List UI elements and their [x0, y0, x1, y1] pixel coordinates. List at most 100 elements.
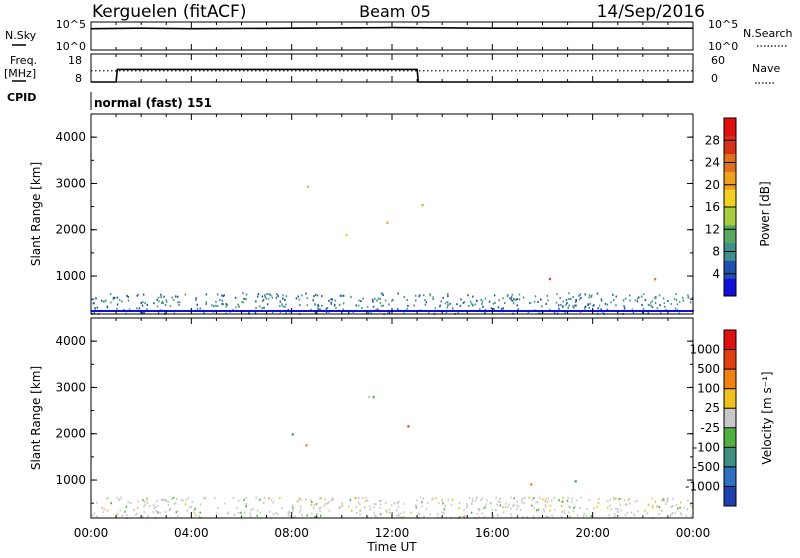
clutter-cell	[156, 500, 158, 503]
clutter-cell	[429, 294, 432, 297]
clutter-cell	[386, 511, 388, 514]
clutter-cell	[393, 502, 395, 505]
clutter-cell	[315, 513, 318, 516]
clutter-cell	[466, 505, 469, 507]
clutter-cell	[651, 497, 653, 500]
nsearch-tick-bottom: 10^0	[708, 40, 738, 53]
clutter-cell	[387, 312, 389, 315]
clutter-cell	[616, 516, 619, 519]
clutter-cell	[615, 497, 617, 500]
clutter-cell	[379, 298, 381, 300]
clutter-cell	[103, 508, 105, 511]
clutter-cell	[120, 496, 122, 499]
clutter-cell	[485, 503, 487, 506]
clutter-cell	[452, 307, 454, 309]
clutter-cell	[266, 303, 269, 306]
clutter-cell	[144, 500, 146, 503]
data-cell	[548, 277, 551, 281]
nsky-tick-top: 10^5	[56, 18, 86, 31]
clutter-cell	[142, 499, 144, 502]
clutter-cell	[193, 509, 195, 511]
clutter-cell	[585, 514, 588, 517]
clutter-cell	[298, 511, 301, 514]
clutter-cell	[431, 498, 433, 501]
clutter-cell	[563, 509, 566, 512]
clutter-cell	[157, 504, 159, 507]
colorbar-swatch	[724, 466, 736, 487]
data-cell	[306, 185, 309, 188]
clutter-cell	[379, 301, 382, 304]
colorbar-swatch	[724, 118, 736, 137]
clutter-cell	[478, 516, 480, 519]
clutter-cell	[299, 508, 302, 511]
clutter-cell	[110, 502, 112, 505]
clutter-cell	[471, 503, 473, 505]
clutter-cell	[135, 513, 137, 516]
clutter-cell	[257, 295, 259, 298]
clutter-cell	[296, 500, 299, 503]
clutter-cell	[511, 293, 513, 296]
clutter-cell	[243, 498, 245, 501]
clutter-cell	[488, 300, 491, 303]
clutter-cell	[173, 312, 176, 315]
clutter-cell	[116, 296, 119, 299]
clutter-cell	[462, 301, 465, 304]
clutter-cell	[544, 505, 547, 508]
clutter-cell	[175, 295, 177, 298]
clutter-cell	[649, 301, 652, 304]
clutter-cell	[570, 298, 572, 301]
clutter-cell	[561, 305, 564, 308]
clutter-cell	[318, 507, 321, 510]
data-cell	[421, 204, 424, 207]
clutter-cell	[276, 513, 279, 516]
clutter-cell	[156, 305, 159, 308]
clutter-cell	[198, 515, 201, 518]
clutter-cell	[96, 515, 98, 518]
colorbar-swatch	[724, 260, 736, 279]
clutter-cell	[250, 508, 252, 511]
clutter-cell	[619, 503, 621, 506]
clutter-cell	[204, 496, 206, 499]
clutter-cell	[517, 513, 519, 516]
clutter-cell	[362, 497, 364, 500]
clutter-cell	[370, 312, 372, 315]
clutter-cell	[222, 295, 224, 298]
clutter-cell	[545, 498, 547, 501]
clutter-cell	[168, 509, 171, 512]
clutter-cell	[415, 299, 417, 302]
clutter-cell	[531, 504, 533, 507]
clutter-cell	[560, 303, 562, 306]
clutter-cell	[432, 298, 434, 300]
clutter-cell	[380, 292, 383, 295]
clutter-cell	[374, 297, 376, 300]
clutter-cell	[184, 503, 187, 506]
clutter-cell	[355, 304, 357, 307]
clutter-cell	[451, 498, 454, 501]
clutter-cell	[590, 515, 593, 518]
clutter-cell	[359, 503, 361, 506]
clutter-cell	[213, 305, 215, 308]
data-cell	[574, 480, 577, 483]
clutter-cell	[424, 303, 427, 306]
clutter-cell	[112, 296, 115, 299]
clutter-cell	[102, 511, 105, 513]
clutter-cell	[261, 300, 264, 302]
clutter-cell	[571, 500, 573, 503]
clutter-cell	[553, 496, 555, 499]
clutter-cell	[272, 501, 275, 504]
clutter-cell	[384, 299, 387, 302]
clutter-cell	[457, 311, 459, 314]
clutter-cell	[160, 296, 162, 299]
clutter-cell	[638, 296, 640, 299]
clutter-cell	[180, 499, 183, 502]
clutter-cell	[476, 512, 479, 515]
clutter-cell	[225, 305, 227, 308]
clutter-cell	[271, 311, 274, 314]
colorbar-tick-label: 16	[705, 200, 720, 214]
clutter-cell	[312, 507, 315, 510]
clutter-cell	[510, 516, 512, 519]
clutter-cell	[127, 299, 130, 302]
clutter-cell	[312, 299, 314, 302]
clutter-cell	[542, 508, 545, 511]
